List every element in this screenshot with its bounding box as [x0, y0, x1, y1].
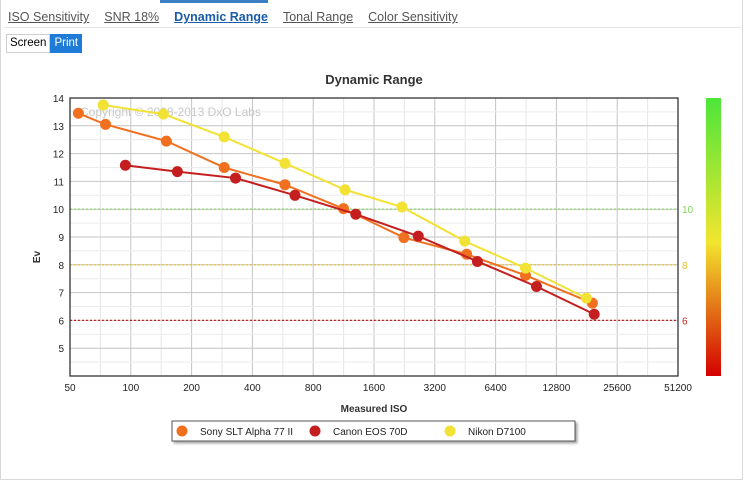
data-point [97, 99, 109, 111]
legend-label: Nikon D7100 [468, 427, 526, 438]
plot-border [69, 97, 679, 377]
legend-box [171, 420, 576, 442]
legend-label: Canon EOS 70D [333, 427, 408, 438]
data-point [119, 159, 131, 171]
screen-print-toggle: Screen Print [6, 34, 83, 53]
y-tick-label: 11 [54, 177, 65, 188]
legend-marker [176, 425, 188, 437]
data-point [218, 162, 230, 173]
data-point [279, 179, 291, 191]
data-point [289, 189, 301, 201]
x-tick-label: 100 [122, 383, 139, 394]
series-line [77, 112, 593, 305]
data-point [157, 108, 169, 120]
data-point [171, 166, 183, 178]
data-point [279, 157, 291, 169]
tabs-divider [4, 27, 741, 28]
y-tick-label: 10 [53, 205, 65, 216]
y-axis-label: Ev [32, 250, 43, 263]
data-point [459, 235, 471, 247]
x-tick-label: 12800 [542, 383, 570, 394]
screen-button[interactable]: Screen [6, 34, 51, 53]
x-axis-label: Measured ISO [341, 404, 408, 415]
x-tick-label: 1600 [363, 383, 386, 394]
tab-dynamic-range[interactable]: Dynamic Range [174, 10, 268, 24]
x-tick-label: 25600 [603, 383, 631, 394]
legend-marker [309, 425, 321, 437]
reference-line-label: 6 [682, 316, 688, 327]
print-button[interactable]: Print [50, 34, 83, 53]
data-point [350, 208, 362, 220]
y-tick-label: 9 [58, 233, 64, 244]
y-tick-label: 12 [53, 150, 65, 161]
x-tick-label: 3200 [424, 383, 447, 394]
top-accent-bar [160, 0, 268, 3]
x-tick-label: 200 [183, 383, 200, 394]
tab-snr-18[interactable]: SNR 18% [104, 10, 160, 24]
data-point [396, 201, 408, 213]
chart-title: Dynamic Range [325, 72, 423, 87]
x-tick-label: 6400 [484, 383, 507, 394]
y-tick-label: 8 [58, 261, 64, 272]
y-tick-label: 14 [53, 94, 65, 105]
data-point [230, 172, 242, 184]
data-point [398, 232, 410, 244]
x-tick-label: 800 [305, 383, 322, 394]
tab-iso-sensitivity[interactable]: ISO Sensitivity [8, 10, 90, 24]
reference-line-label: 8 [682, 261, 688, 272]
data-point [72, 107, 84, 119]
data-point [339, 184, 351, 196]
data-point [520, 262, 532, 274]
color-scale-bar [706, 98, 721, 376]
data-point [160, 135, 172, 147]
legend-label: Sony SLT Alpha 77 II [200, 427, 293, 438]
tab-tonal-range[interactable]: Tonal Range [282, 10, 354, 24]
data-point [580, 292, 592, 304]
data-point [218, 131, 230, 143]
x-tick-label: 400 [244, 383, 261, 394]
y-tick-label: 7 [58, 289, 64, 300]
data-point [530, 280, 542, 292]
y-tick-label: 6 [58, 316, 64, 327]
tab-color-sensitivity[interactable]: Color Sensitivity [368, 10, 458, 24]
measurement-tabs: ISO Sensitivity SNR 18% Dynamic Range To… [8, 9, 473, 29]
data-point [412, 230, 424, 242]
y-tick-label: 13 [53, 122, 65, 133]
reference-line-label: 10 [682, 205, 694, 216]
legend-marker [444, 425, 456, 437]
x-tick-label: 50 [64, 383, 76, 394]
data-point [471, 255, 483, 267]
data-point [588, 308, 600, 320]
x-tick-label: 51200 [664, 383, 692, 394]
y-tick-label: 5 [58, 344, 64, 355]
data-point [100, 118, 112, 130]
